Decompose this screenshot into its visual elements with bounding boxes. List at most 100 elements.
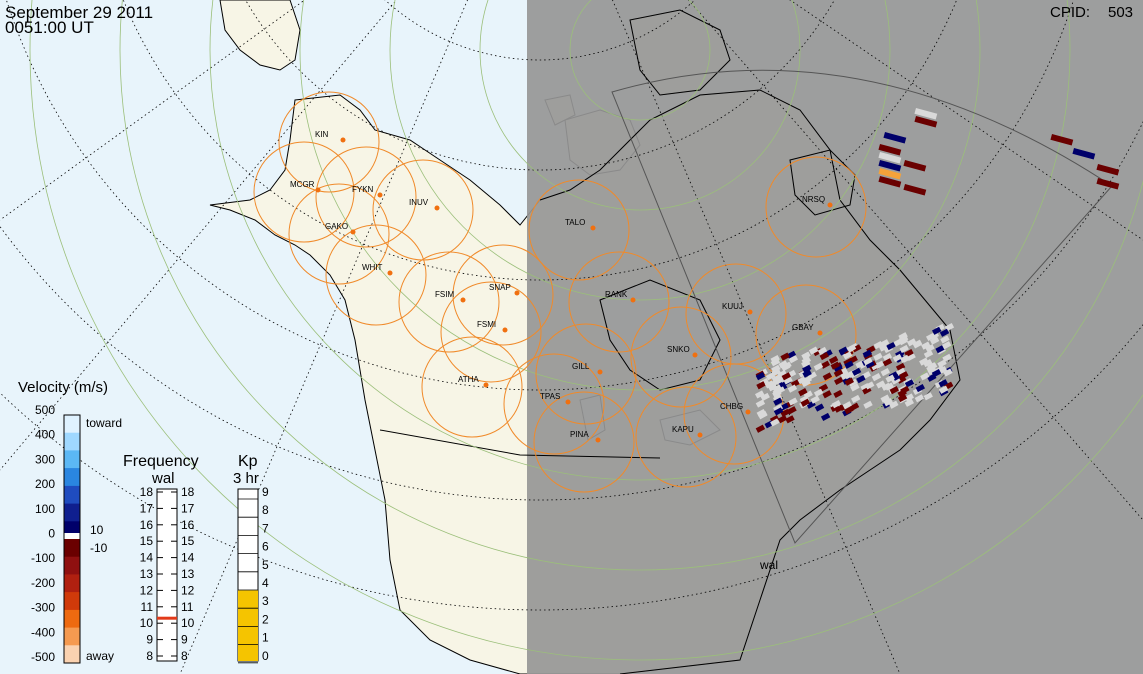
velocity-cell — [800, 398, 811, 407]
velocity-cell — [844, 377, 855, 386]
velocity-cell — [851, 367, 862, 376]
station-ring-kapu — [635, 386, 737, 488]
velocity-cell — [862, 349, 873, 358]
velocity-cell — [798, 388, 808, 397]
velocity-cell — [760, 392, 770, 402]
velocity-cell — [904, 379, 915, 388]
velocity-cell — [926, 364, 936, 373]
station-label-inuv: INUV — [409, 198, 429, 207]
velocity-cell — [787, 384, 798, 393]
velocity-cell — [788, 355, 799, 364]
velocity-cell — [881, 382, 891, 391]
frequency-tick-left: 14 — [140, 551, 154, 565]
velocity-cell — [764, 380, 775, 389]
velocity-cell — [896, 367, 906, 376]
station-dot-snko — [692, 352, 698, 358]
velocity-cell — [899, 344, 909, 354]
velocity-cell — [938, 379, 948, 388]
velocity-cell — [900, 354, 910, 363]
velocity-cell — [878, 160, 902, 172]
night-shading — [527, 0, 1143, 674]
velocity-cell — [842, 351, 853, 360]
velocity-cell — [873, 352, 883, 361]
frequency-tick-left: 17 — [140, 501, 154, 515]
velocity-swatch — [64, 468, 80, 487]
station-dot-kapu — [697, 432, 703, 438]
velocity-cell — [897, 393, 908, 403]
frequency-tick-left: 18 — [140, 485, 154, 499]
velocity-cell — [942, 353, 952, 362]
velocity-swatch — [64, 485, 80, 505]
velocity-cell — [912, 340, 923, 349]
velocity-cell — [814, 403, 825, 412]
station-label-tpas: TPAS — [540, 392, 560, 401]
velocity-cell — [863, 400, 873, 409]
toward-label: toward — [86, 416, 122, 430]
velocity-cell — [844, 371, 854, 380]
velocity-cell — [889, 386, 900, 395]
station-label-fsmi: FSMI — [477, 320, 496, 329]
station-label-gako: GAKO — [325, 222, 348, 231]
velocity-cell — [865, 381, 875, 390]
frequency-tick-right: 18 — [181, 485, 195, 499]
velocity-cell — [939, 328, 950, 337]
velocity-cell — [873, 340, 884, 350]
velocity-cell — [885, 374, 895, 383]
velocity-cell — [787, 406, 797, 415]
station-ring-fsim — [398, 251, 500, 353]
velocity-cell — [777, 369, 788, 379]
velocity-cell — [810, 395, 820, 404]
velocity-cell — [850, 383, 860, 392]
velocity-cell — [819, 351, 830, 361]
velocity-cell — [778, 360, 788, 369]
velocity-cell — [919, 357, 929, 366]
velocity-cell — [846, 344, 857, 353]
velocity-cell — [871, 373, 882, 382]
velocity-swatch — [64, 609, 80, 629]
velocity-cell — [755, 372, 766, 381]
velocity-cell — [780, 408, 790, 418]
velocity-cell — [844, 360, 854, 369]
velocity-cell — [898, 337, 909, 346]
velocity-cell — [892, 353, 903, 363]
station-label-fykn: FYKN — [352, 185, 374, 194]
frequency-bar — [156, 488, 178, 662]
station-label-snko: SNKO — [667, 345, 690, 354]
frequency-tick-right: 12 — [181, 583, 195, 597]
velocity-cell — [838, 346, 849, 355]
velocity-cell — [923, 358, 933, 368]
velocity-tick: 200 — [35, 477, 55, 491]
velocity-cell — [782, 361, 792, 370]
station-label-nrsq: NRSQ — [802, 195, 825, 204]
velocity-swatch — [64, 432, 80, 451]
velocity-cell — [932, 326, 942, 335]
station-dot-fykn — [377, 192, 383, 198]
velocity-cell — [923, 392, 933, 401]
velocity-zero-band — [64, 533, 80, 539]
velocity-cell — [899, 371, 909, 380]
velocity-cell — [801, 359, 811, 368]
station-ring-fykn — [315, 146, 417, 248]
velocity-tick: -100 — [31, 551, 55, 565]
station-dot-gbay — [817, 330, 823, 336]
velocity-cell — [851, 394, 861, 404]
kp-period: 3 hr — [233, 470, 259, 487]
velocity-cell — [842, 401, 852, 410]
frequency-tick-right: 8 — [181, 649, 188, 663]
velocity-cell — [781, 372, 792, 381]
kp-tick: 0 — [262, 649, 269, 663]
velocity-cell — [914, 115, 938, 128]
frequency-tick-left: 12 — [140, 583, 154, 597]
frequency-tick-right: 14 — [181, 551, 195, 565]
velocity-cell — [777, 415, 788, 424]
station-dot-kin — [340, 137, 346, 143]
kp-tick: 2 — [262, 612, 269, 626]
station-dot-nrsq — [827, 202, 833, 208]
frequency-tick-left: 15 — [140, 534, 154, 548]
velocity-cell — [874, 360, 885, 369]
station-label-gbay: GBAY — [792, 323, 814, 332]
velocity-tick: 400 — [35, 428, 55, 442]
frequency-tick-left: 13 — [140, 567, 154, 581]
velocity-tick: -300 — [31, 601, 55, 615]
